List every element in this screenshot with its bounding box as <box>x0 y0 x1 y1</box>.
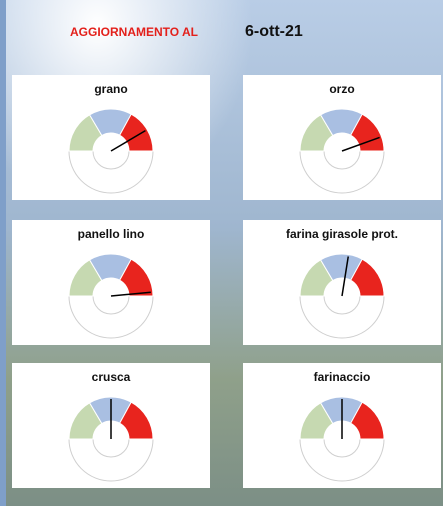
gauge-needle <box>110 291 151 297</box>
gauge-segment <box>118 401 154 440</box>
gauge-lower <box>68 295 154 339</box>
gauge-title: farina girasole prot. <box>286 227 398 241</box>
gauge-title: crusca <box>92 370 131 384</box>
gauge-lower <box>68 438 154 482</box>
gauge-title: orzo <box>329 82 354 96</box>
gauge-lower <box>299 438 385 482</box>
left-strip <box>0 0 6 506</box>
gauge-needle <box>341 256 349 297</box>
gauge-title: panello lino <box>78 227 145 241</box>
gauge-needle <box>341 136 380 152</box>
header-date: 6-ott-21 <box>245 23 303 40</box>
gauge-lower <box>299 150 385 194</box>
gauge-title: grano <box>94 82 127 96</box>
header-title: AGGIORNAMENTO AL <box>70 25 198 39</box>
gauge-needle <box>110 129 146 152</box>
gauge-title: farinaccio <box>314 370 371 384</box>
gauge-segment <box>118 258 154 297</box>
gauge-lower <box>68 150 154 194</box>
gauge-segment <box>349 258 385 297</box>
gauge-segment <box>349 401 385 440</box>
gauge-lower <box>299 295 385 339</box>
gauge-segment <box>349 113 385 152</box>
